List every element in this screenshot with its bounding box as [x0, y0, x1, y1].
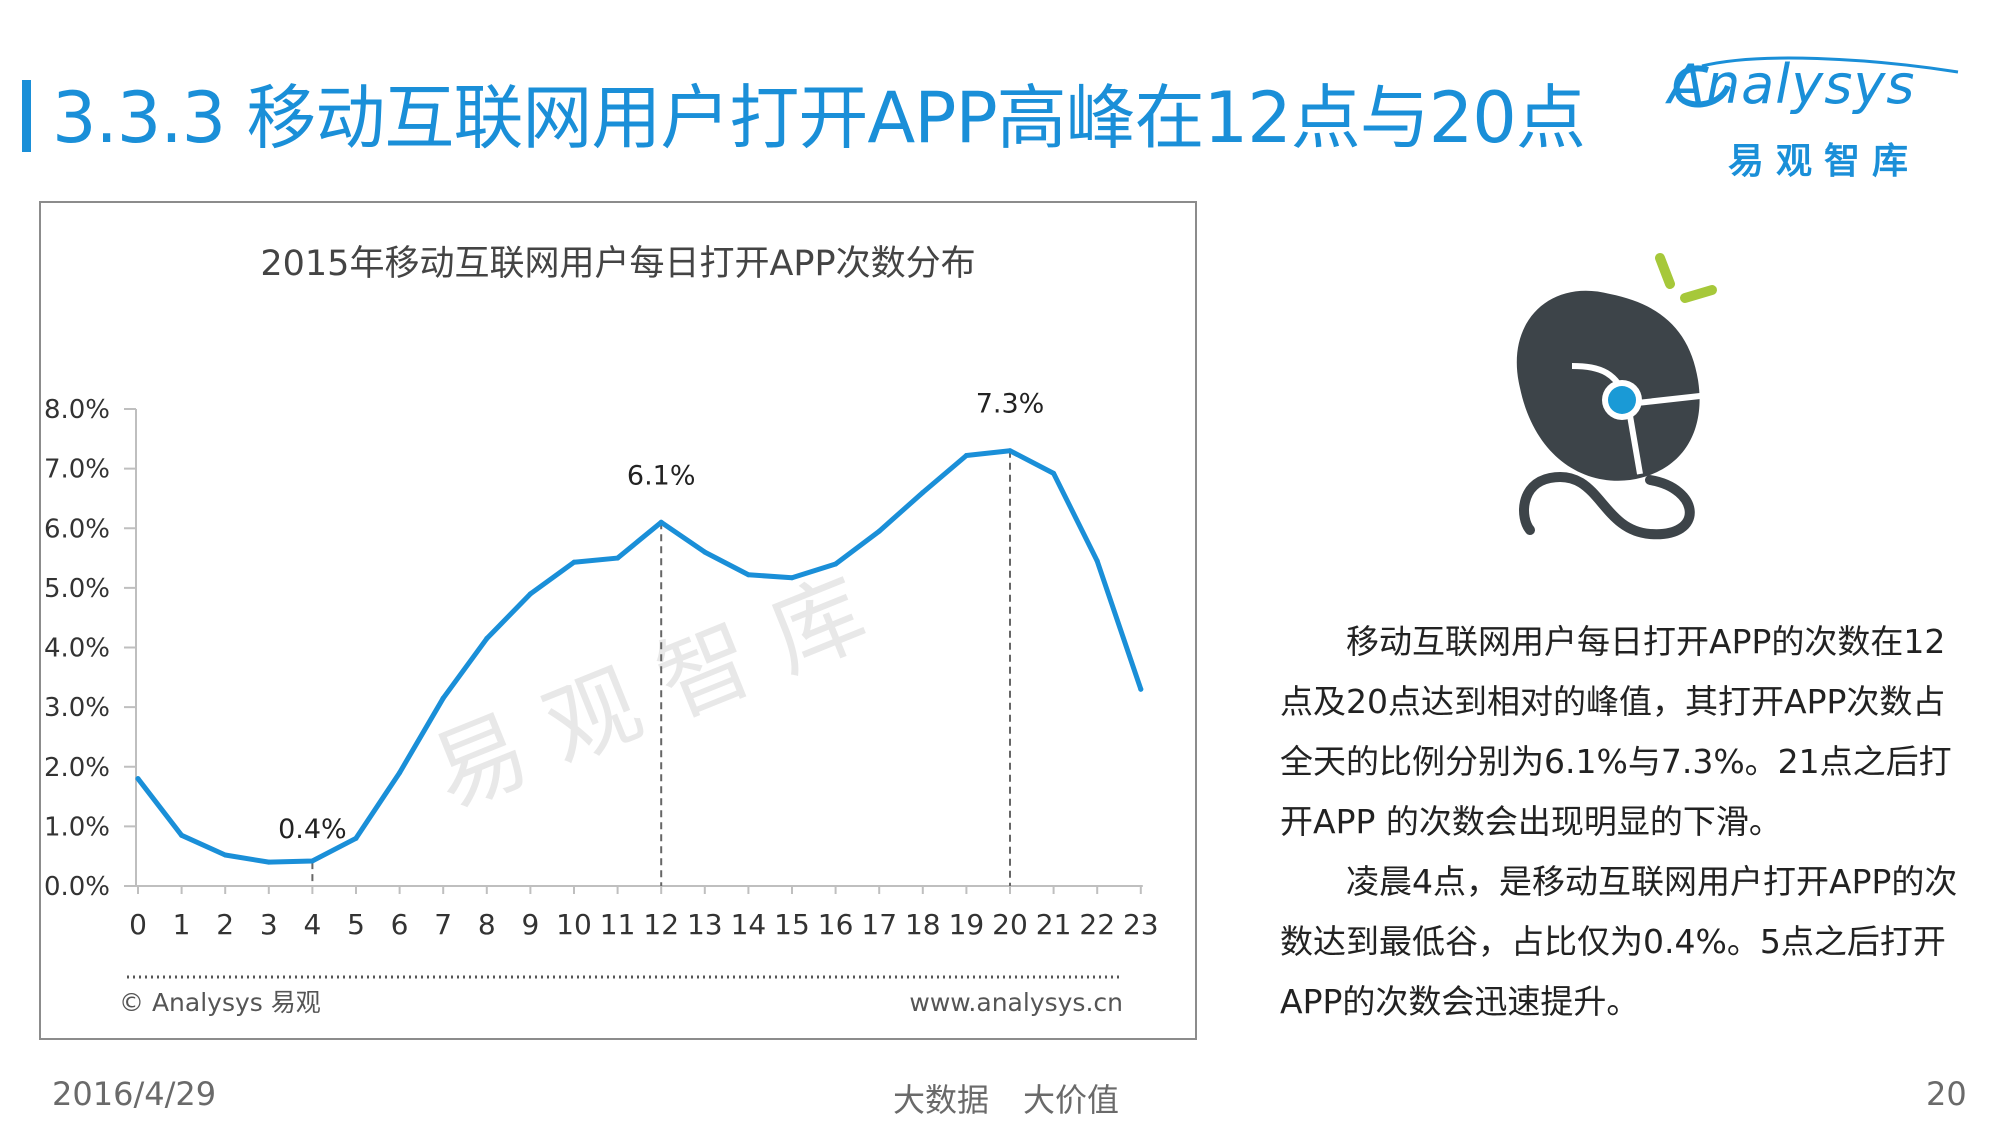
mouse-wheel-icon	[1608, 386, 1636, 414]
x-tick-label: 5	[347, 908, 365, 941]
footer-slogan: 大数据 大价值	[893, 1075, 1153, 1121]
x-tick-label: 23	[1123, 908, 1159, 941]
data-point	[1051, 470, 1057, 476]
logo-wordmark: Analysys	[1668, 53, 1916, 116]
x-tick-label: 19	[949, 908, 985, 941]
footer-slogan-1: 大数据	[893, 1081, 990, 1119]
x-tick-label: 11	[600, 908, 636, 941]
y-tick-label: 0.0%	[44, 872, 110, 902]
logo-swoosh-icon	[1673, 56, 1959, 108]
series-line	[135, 448, 1144, 865]
data-point	[1094, 558, 1100, 564]
y-tick-label: 2.0%	[44, 753, 110, 783]
data-point	[920, 489, 926, 495]
data-point	[658, 519, 664, 525]
x-tick-label: 10	[556, 908, 592, 941]
x-tick-label: 4	[303, 908, 321, 941]
chart-watermark: 易 观 智 库	[418, 559, 881, 829]
data-point	[876, 528, 882, 534]
source-right: www.analysys.cn	[909, 988, 1123, 1017]
data-point	[615, 555, 621, 561]
analysys-logo: Analysys 易观智库	[1668, 50, 1968, 182]
y-tick-label: 7.0%	[44, 455, 110, 485]
analysis-paragraph-1: 移动互联网用户每日打开APP的次数在12点及20点达到相对的峰值，其打开APP次…	[1280, 622, 1952, 841]
footer-slogan-2: 大价值	[1023, 1081, 1120, 1119]
x-tick-label: 3	[260, 908, 278, 941]
data-point	[309, 858, 315, 864]
data-label: 0.4%	[278, 814, 347, 845]
chart-title: 2015年移动互联网用户每日打开APP次数分布	[260, 244, 975, 284]
x-tick-label: 22	[1079, 908, 1115, 941]
y-tick-label: 8.0%	[44, 395, 110, 425]
x-tick-label: 8	[478, 908, 496, 941]
x-tick-label: 9	[521, 908, 539, 941]
data-label: 6.1%	[627, 460, 696, 491]
data-point	[440, 695, 446, 701]
data-point	[135, 776, 141, 782]
y-tick-label: 5.0%	[44, 574, 110, 604]
data-point	[353, 835, 359, 841]
x-tick-label: 18	[905, 908, 941, 941]
mouse-spark-icon	[1655, 253, 1717, 303]
analysis-paragraph-2: 凌晨4点，是移动互联网用户打开APP的次数达到最低谷，占比仅为0.4%。5点之后…	[1280, 862, 1958, 1021]
x-tick-label: 17	[861, 908, 897, 941]
mouse-cable-icon	[1519, 471, 1695, 540]
analysis-text: 移动互联网用户每日打开APP的次数在12点及20点达到相对的峰值，其打开APP次…	[1280, 612, 1970, 1032]
x-tick-label: 7	[434, 908, 452, 941]
x-tick-label: 1	[173, 908, 191, 941]
data-point	[571, 559, 577, 565]
x-tick-label: 15	[774, 908, 810, 941]
data-point	[484, 636, 490, 642]
source-left: © Analysys 易观	[119, 988, 321, 1017]
data-point	[222, 852, 228, 858]
data-label: 7.3%	[976, 389, 1045, 420]
data-point	[397, 770, 403, 776]
data-point	[789, 575, 795, 581]
x-tick-label: 20	[992, 908, 1028, 941]
y-tick-label: 3.0%	[44, 693, 110, 723]
logo-chinese-name: 易观智库	[1728, 141, 1921, 182]
x-tick-label: 2	[216, 908, 234, 941]
x-tick-label: 6	[391, 908, 409, 941]
title-accent-bar	[22, 80, 31, 152]
data-point	[702, 549, 708, 555]
y-tick-label: 1.0%	[44, 812, 110, 842]
y-tick-label: 6.0%	[44, 514, 110, 544]
x-tick-label: 0	[129, 908, 147, 941]
data-point	[833, 561, 839, 567]
x-tick-label: 21	[1036, 908, 1072, 941]
data-point	[527, 591, 533, 597]
x-tick-label: 14	[731, 908, 767, 941]
page-title: 3.3.3 移动互联网用户打开APP高峰在12点与20点	[52, 77, 1586, 159]
line-chart: 2015年移动互联网用户每日打开APP次数分布 易 观 智 库 0.0% 1.0%…	[44, 244, 1159, 1017]
data-point	[266, 859, 272, 865]
data-point	[745, 572, 751, 578]
x-tick-label: 16	[818, 908, 854, 941]
data-point	[179, 832, 185, 838]
chart-panel: 2015年移动互联网用户每日打开APP次数分布 易 观 智 库 0.0% 1.0%…	[39, 201, 1197, 1040]
data-point	[963, 453, 969, 459]
x-tick-label: 13	[687, 908, 723, 941]
computer-mouse-click-icon	[1516, 253, 1717, 540]
footer-date: 2016/4/29	[52, 1075, 217, 1113]
y-tick-label: 4.0%	[44, 634, 110, 664]
x-tick-label: 12	[643, 908, 679, 941]
page-number: 20	[1926, 1075, 1967, 1113]
data-point	[1007, 448, 1013, 454]
data-point	[1138, 686, 1144, 692]
